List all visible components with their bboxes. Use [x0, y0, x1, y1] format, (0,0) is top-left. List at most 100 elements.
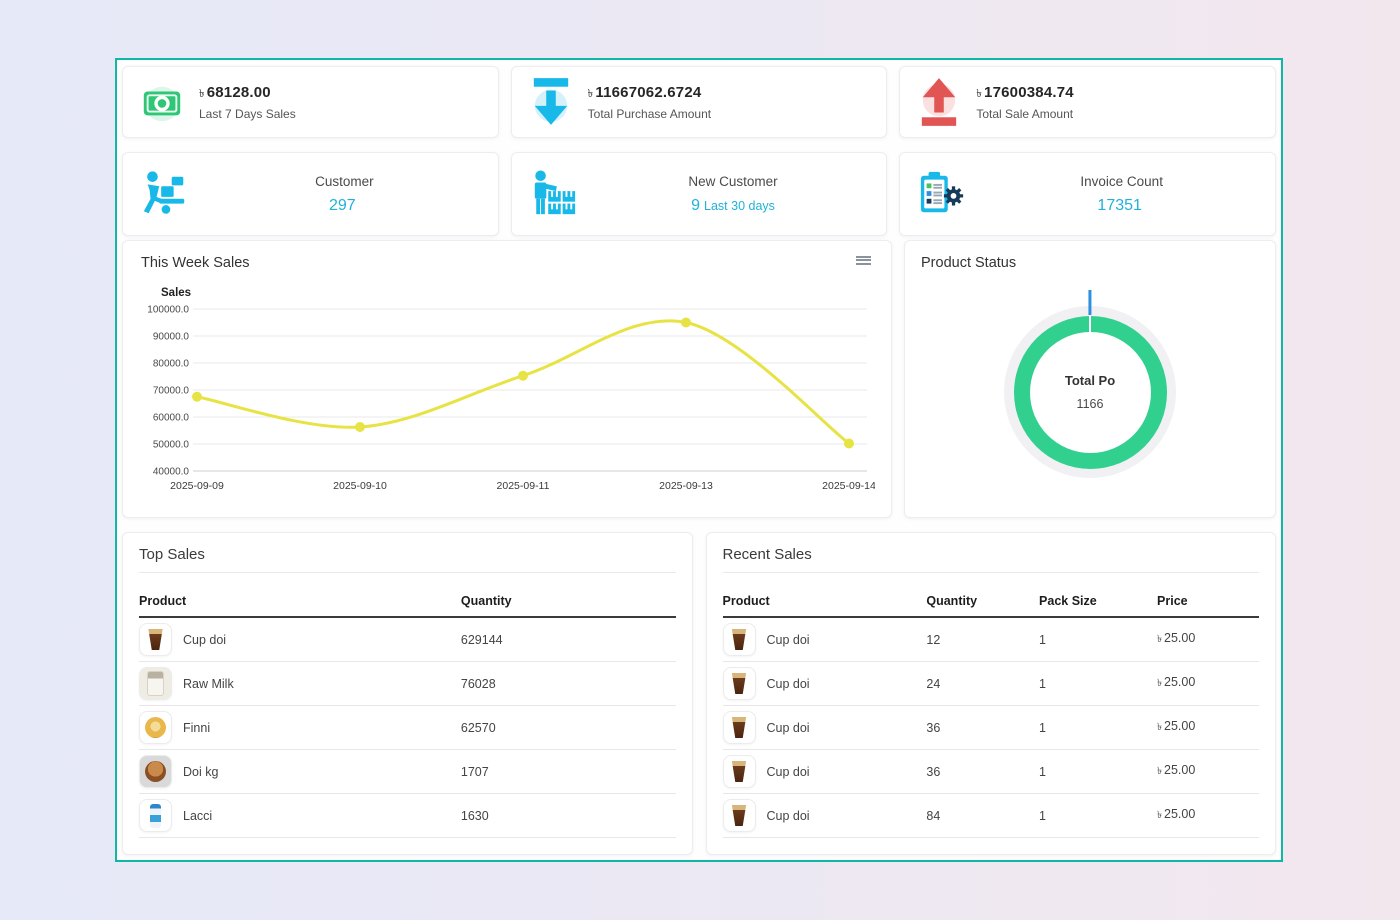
quantity-value: 36: [926, 705, 1040, 750]
stat-label: Total Purchase Amount: [587, 106, 712, 121]
product-name: Cup doi: [766, 632, 810, 647]
currency-symbol: ৳: [1157, 633, 1163, 645]
table-row: Cup doi 12 1 ৳ 25.00: [722, 617, 1259, 662]
svg-text:2025-09-14: 2025-09-14: [822, 480, 875, 492]
total-sale-amount-card: ৳ 17600384.74 Total Sale Amount: [899, 66, 1277, 138]
quantity-value: 24: [926, 661, 1040, 706]
invoice-icon: [916, 166, 968, 222]
charts-row: This Week Sales 100000.0 90000.0 80000.0 70…: [122, 240, 1276, 518]
currency-symbol: ৳: [1157, 765, 1163, 777]
price-value: ৳ 25.00: [1157, 793, 1259, 838]
column-header-product: Product: [139, 585, 461, 618]
price-value: ৳ 25.00: [1157, 749, 1259, 794]
quantity-value: 36: [926, 749, 1040, 794]
stat-value: 9 Last 30 days: [691, 196, 775, 214]
total-purchase-amount-card: ৳ 11667062.6724 Total Purchase Amount: [510, 66, 888, 138]
recent-sales-card: Recent Sales Product Quantity Pack Size …: [705, 532, 1276, 855]
hamburger-menu-icon[interactable]: [856, 254, 871, 266]
stat-label: Total Sale Amount: [976, 106, 1074, 121]
table-row: Finni 62570: [139, 705, 676, 750]
currency-symbol: ৳: [587, 87, 594, 100]
stat-value: ৳ 68128.00: [199, 83, 271, 101]
svg-text:Sales: Sales: [161, 287, 191, 299]
customer-cart-icon: [139, 166, 191, 222]
this-week-sales-card: This Week Sales 100000.0 90000.0 80000.0 70…: [122, 240, 892, 518]
product-name: Doi kg: [183, 764, 219, 779]
quantity-value: 1707: [460, 749, 676, 794]
stat-label: Last 7 Days Sales: [199, 106, 296, 121]
table-row: Doi kg 1707: [139, 749, 676, 794]
quantity-value: 12: [926, 617, 1040, 662]
donut-ring: Total Po 1166: [1013, 289, 1167, 469]
svg-text:2025-09-13: 2025-09-13: [659, 480, 713, 492]
stat-value: 297: [328, 196, 356, 214]
product-image: [139, 623, 172, 656]
product-image: [722, 799, 756, 832]
pack-size-value: 1: [1039, 705, 1158, 750]
price-value: ৳ 25.00: [1157, 705, 1259, 750]
product-image: [722, 711, 756, 744]
customer-card: Customer 297: [122, 152, 499, 236]
product-name: Lacci: [183, 808, 213, 823]
table-row: Cup doi 36 1 ৳ 25.00: [722, 749, 1259, 794]
svg-text:2025-09-09: 2025-09-09: [170, 480, 224, 492]
svg-text:100000.0: 100000.0: [147, 305, 189, 316]
quantity-value: 84: [926, 793, 1040, 838]
currency-symbol: ৳: [976, 87, 983, 100]
table-row: Cup doi 24 1 ৳ 25.00: [722, 661, 1259, 706]
chart-title: This Week Sales: [141, 255, 250, 271]
product-image: [139, 711, 172, 744]
currency-symbol: ৳: [199, 87, 205, 100]
stat-label: Invoice Count: [1080, 173, 1163, 189]
product-status-card: Product Status Total Po 1166: [904, 240, 1276, 518]
pack-size-value: 1: [1039, 661, 1158, 706]
week-sales-line-chart: 100000.0 90000.0 80000.0 70000.0 60000.0 5000…: [147, 287, 875, 492]
product-name: Cup doi: [183, 632, 227, 647]
quantity-value: 62570: [460, 705, 676, 750]
arrow-up-icon: [916, 78, 962, 126]
price-value: ৳ 25.00: [1157, 617, 1259, 662]
table-title: Recent Sales: [722, 546, 1259, 573]
stats-row-1: ৳ 68128.00 Last 7 Days Sales ৳ 11667062.67…: [122, 66, 1277, 138]
currency-symbol: ৳: [1157, 677, 1163, 689]
currency-symbol: ৳: [1157, 809, 1163, 821]
stat-label: New Customer: [688, 173, 778, 189]
currency-symbol: ৳: [1157, 721, 1163, 733]
pack-size-value: 1: [1039, 617, 1158, 662]
stat-value: 17351: [1097, 196, 1142, 214]
donut-blue-tick: [1088, 289, 1092, 315]
product-name: Raw Milk: [183, 676, 234, 691]
product-image: [139, 667, 172, 700]
quantity-value: 629144: [460, 617, 676, 662]
price-value: ৳ 25.00: [1157, 661, 1259, 706]
stats-row-2: Customer 297: [122, 152, 1277, 236]
product-name: Cup doi: [766, 764, 810, 779]
column-header-product: Product: [722, 585, 927, 618]
svg-text:70000.0: 70000.0: [153, 386, 190, 397]
table-row: Raw Milk 76028: [139, 661, 676, 706]
product-image: [139, 799, 172, 832]
table-row: Cup doi 629144: [139, 617, 676, 662]
column-header-quantity: Quantity: [460, 585, 676, 618]
quantity-value: 1630: [460, 793, 676, 838]
donut-gap: [1089, 315, 1091, 333]
money-icon: [139, 79, 185, 125]
quantity-value: 76028: [460, 661, 676, 706]
svg-text:60000.0: 60000.0: [153, 413, 190, 424]
tables-row: Top Sales Product Quantity Cup doi 62914…: [122, 532, 1276, 855]
top-sales-card: Top Sales Product Quantity Cup doi 62914…: [122, 532, 693, 855]
svg-text:90000.0: 90000.0: [153, 332, 190, 343]
svg-text:40000.0: 40000.0: [153, 467, 190, 478]
stat-value: ৳ 17600384.74: [976, 83, 1074, 101]
pack-size-value: 1: [1039, 793, 1158, 838]
product-image: [722, 667, 756, 700]
product-name: Finni: [183, 720, 211, 735]
table-row: Cup doi 84 1 ৳ 25.00: [722, 793, 1259, 838]
stat-label: Customer: [315, 173, 374, 189]
product-image: [722, 623, 756, 656]
table-row: Cup doi 36 1 ৳ 25.00: [722, 705, 1259, 750]
svg-text:2025-09-11: 2025-09-11: [497, 480, 550, 492]
svg-text:50000.0: 50000.0: [153, 440, 190, 451]
product-name: Cup doi: [766, 676, 810, 691]
pack-size-value: 1: [1039, 749, 1158, 794]
